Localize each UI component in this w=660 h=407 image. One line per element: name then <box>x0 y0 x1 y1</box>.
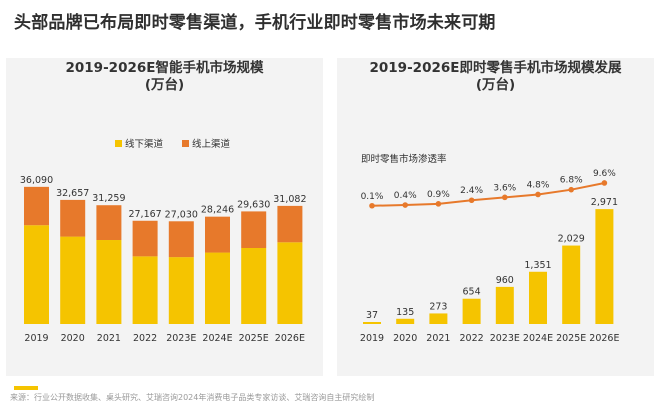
bar-value-label: 37 <box>366 310 378 321</box>
x-tick-label: 2022 <box>133 333 157 344</box>
right-chart-panel: 2019-2026E即时零售手机市场规模发展 (万台) 37 2019 135 202… <box>337 58 654 376</box>
penetration-label: 9.6% <box>593 169 616 179</box>
x-tick-label: 2019 <box>360 333 384 344</box>
penetration-point <box>369 202 375 209</box>
left-chart-panel: 2019-2026E智能手机市场规模 (万台) 36,090 2019 32,657… <box>6 58 323 376</box>
retail-bar <box>495 286 514 324</box>
offline-bar <box>168 257 194 324</box>
left-chart-svg: 36,090 2019 32,657 2020 31,259 2021 27,167 2022… <box>20 138 307 344</box>
source-footnote: 来源：行业公开数据收集、桌头研究、艾瑞咨询2024年消费电子品类专家访谈、艾瑞咨… <box>10 393 375 402</box>
x-tick-label: 2021 <box>97 333 121 344</box>
x-tick-label: 2024E <box>202 333 232 344</box>
offline-bar <box>277 242 303 324</box>
x-tick-label: 2025E <box>556 333 586 344</box>
total-label: 36,090 <box>20 175 53 186</box>
offline-bar <box>205 252 230 324</box>
penetration-point <box>468 197 475 204</box>
penetration-label: 0.9% <box>427 190 450 200</box>
online-bar <box>60 199 86 237</box>
x-tick-label: 2023E <box>490 333 520 344</box>
total-label: 32,657 <box>56 188 89 199</box>
total-label: 29,630 <box>237 199 270 210</box>
x-tick-label: 2022 <box>460 333 484 344</box>
penetration-point <box>601 180 608 186</box>
left-chart-title: 2019-2026E智能手机市场规模 <box>65 60 264 76</box>
x-tick-label: 2021 <box>426 333 450 344</box>
penetration-label: 0.4% <box>394 191 417 201</box>
right-chart-title: 2019-2026E即时零售手机市场规模发展 <box>369 60 622 76</box>
x-tick-label: 2025E <box>239 333 269 344</box>
footer-accent-bar <box>14 386 38 390</box>
x-tick-label: 2020 <box>61 333 85 344</box>
x-tick-label: 2024E <box>523 333 553 344</box>
total-label: 27,167 <box>128 209 161 220</box>
penetration-label: 6.8% <box>560 176 583 186</box>
online-bar <box>24 186 49 226</box>
headline: 头部品牌已布局即时零售渠道，手机行业即时零售市场未来可期 <box>14 13 496 33</box>
right-chart-subtitle: (万台) <box>475 77 516 93</box>
online-bar <box>96 205 122 241</box>
penetration-point <box>568 186 574 193</box>
online-bar <box>168 221 194 258</box>
penetration-point <box>435 201 442 207</box>
left-chart-subtitle: (万台) <box>144 77 185 93</box>
footer: 来源：行业公开数据收集、桌头研究、艾瑞咨询2024年消费电子品类专家访谈、艾瑞咨… <box>0 385 660 407</box>
total-label: 31,082 <box>273 194 306 205</box>
retail-bar <box>363 322 381 324</box>
total-label: 31,259 <box>92 193 125 204</box>
bar-value-label: 2,971 <box>591 197 618 208</box>
x-tick-label: 2026E <box>275 333 305 344</box>
legend-label-offline: 线下渠道 <box>125 138 164 150</box>
retail-bar <box>529 271 547 324</box>
x-tick-label: 2019 <box>24 333 48 344</box>
bar-value-label: 2,029 <box>558 234 585 245</box>
online-bar <box>132 220 158 257</box>
online-bar <box>277 205 303 243</box>
penetration-point <box>535 191 541 198</box>
penetration-line <box>371 181 605 207</box>
x-tick-label: 2026E <box>589 333 619 344</box>
line-series-label: 即时零售市场渗透率 <box>361 153 447 165</box>
retail-bar <box>396 318 415 324</box>
penetration-point <box>502 194 508 201</box>
penetration-point <box>402 202 408 208</box>
offline-bar <box>60 236 86 324</box>
x-tick-label: 2020 <box>393 333 417 344</box>
legend-label-online: 线上渠道 <box>192 138 231 150</box>
total-label: 27,030 <box>165 209 198 220</box>
offline-bar <box>24 225 49 324</box>
right-chart-svg: 37 2019 135 2020 273 2021 654 2022 960 2023E 1,351… <box>360 153 620 344</box>
offline-bar <box>241 248 267 324</box>
offline-bar <box>132 256 158 324</box>
retail-bar <box>595 209 614 324</box>
x-tick-label: 2023E <box>166 333 196 344</box>
bar-value-label: 960 <box>496 275 514 286</box>
offline-bar <box>96 240 122 324</box>
penetration-label: 4.8% <box>527 180 550 190</box>
online-bar <box>241 211 267 248</box>
penetration-label: 0.1% <box>361 192 384 202</box>
total-label: 28,246 <box>201 205 234 216</box>
bar-value-label: 273 <box>429 301 447 312</box>
legend-swatch-online <box>182 140 189 147</box>
bar-value-label: 135 <box>396 307 414 318</box>
penetration-label: 3.6% <box>493 183 516 193</box>
retail-bar <box>429 313 448 324</box>
retail-bar <box>462 298 481 324</box>
penetration-label: 2.4% <box>460 186 483 196</box>
bar-value-label: 654 <box>463 287 481 298</box>
legend-swatch-offline <box>115 140 122 147</box>
bar-value-label: 1,351 <box>524 260 551 271</box>
online-bar <box>205 216 230 253</box>
retail-bar <box>562 245 581 324</box>
